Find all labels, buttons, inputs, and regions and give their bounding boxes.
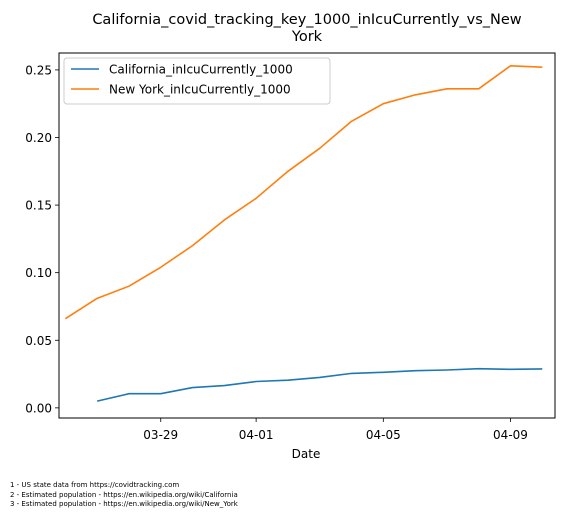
chart-title-line-1: California_covid_tracking_key_1000_inIcu… (92, 12, 521, 28)
y-tick-label-1: 0.05 (25, 334, 52, 348)
legend-label-california: California_inIcuCurrently_1000 (109, 63, 293, 77)
footnote-3: 3 - Estimated population - https://en.wi… (10, 500, 238, 509)
y-tick-label-4: 0.20 (25, 131, 52, 145)
series-line-1 (64, 65, 543, 320)
plot-frame (58, 52, 556, 419)
legend-label-new-york: New York_inIcuCurrently_1000 (109, 83, 291, 97)
x-tick-label-3: 04-09 (493, 428, 528, 442)
footnote-1: 1 - US state data from https://covidtrac… (10, 481, 180, 489)
series-line-0 (96, 367, 543, 402)
y-tick-label-2: 0.10 (25, 266, 52, 280)
x-tick-label-1: 04-01 (239, 428, 274, 442)
plot-area: 0.00 0.05 0.10 0.15 0.20 0.25 03-29 04-01 04-05 0… (25, 63, 543, 442)
x-tick-label-2: 04-05 (366, 428, 401, 442)
line-chart: California_covid_tracking_key_1000_inIcu… (25, 12, 556, 461)
x-tick-label-0: 03-29 (143, 428, 178, 442)
y-tick-label-3: 0.15 (25, 199, 52, 213)
chart-title-line-2: York (291, 29, 323, 45)
x-axis-label: Date (292, 447, 321, 461)
legend: California_inIcuCurrently_1000 New York_… (63, 57, 331, 105)
footnotes: 1 - US state data from https://covidtrac… (10, 481, 238, 510)
y-tick-label-0: 0.00 (25, 401, 52, 415)
y-tick-label-5: 0.25 (25, 63, 52, 77)
footnote-2: 2 - Estimated population - https://en.wi… (10, 490, 238, 499)
legend-box (63, 57, 331, 105)
